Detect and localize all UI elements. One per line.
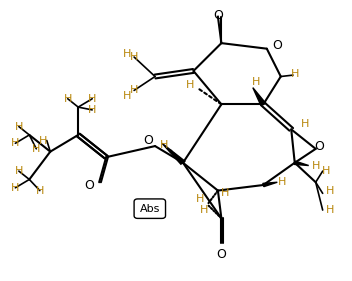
Text: O: O — [314, 140, 324, 153]
Text: H: H — [15, 166, 23, 176]
Text: H: H — [123, 91, 131, 101]
Text: Abs: Abs — [140, 204, 160, 214]
Text: H: H — [290, 69, 299, 79]
Text: H: H — [326, 185, 334, 196]
Text: H: H — [36, 185, 44, 196]
Text: H: H — [326, 205, 334, 215]
Text: H: H — [312, 160, 320, 171]
Text: H: H — [130, 52, 138, 62]
Polygon shape — [162, 143, 185, 164]
Text: H: H — [322, 166, 331, 176]
Text: H: H — [159, 140, 168, 150]
Text: O: O — [213, 9, 223, 22]
Text: H: H — [196, 194, 205, 204]
Text: H: H — [123, 49, 131, 59]
Text: H: H — [32, 144, 40, 154]
Text: H: H — [278, 177, 287, 187]
Text: H: H — [11, 183, 20, 193]
Text: H: H — [15, 122, 23, 132]
Text: H: H — [252, 77, 260, 87]
Polygon shape — [253, 88, 266, 105]
Text: H: H — [39, 135, 48, 146]
Text: O: O — [84, 178, 94, 192]
Text: O: O — [272, 39, 282, 52]
Text: H: H — [200, 205, 208, 215]
Text: H: H — [11, 138, 20, 148]
Text: H: H — [64, 94, 72, 104]
Text: H: H — [301, 119, 309, 129]
Text: H: H — [88, 105, 96, 115]
Polygon shape — [263, 182, 277, 187]
FancyBboxPatch shape — [134, 199, 165, 218]
Text: O: O — [216, 248, 226, 261]
Text: H: H — [130, 85, 138, 96]
Text: H: H — [221, 188, 229, 198]
Text: H: H — [186, 80, 194, 90]
Text: H: H — [88, 94, 96, 104]
Polygon shape — [294, 161, 309, 166]
Text: O: O — [143, 134, 153, 147]
